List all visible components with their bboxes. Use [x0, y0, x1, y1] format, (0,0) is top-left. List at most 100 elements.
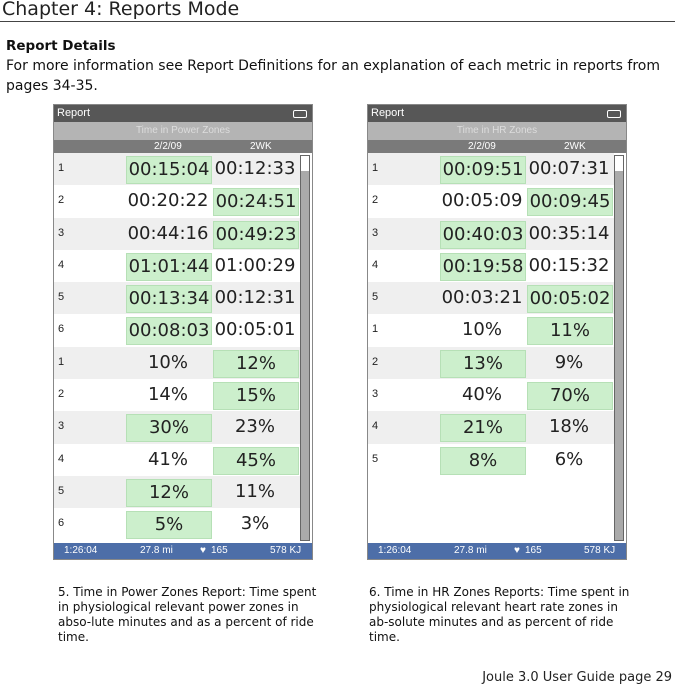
heart-icon: ♥ — [514, 545, 520, 556]
zone-number: 2 — [372, 355, 379, 368]
table-row: 4 21% 18% — [368, 411, 614, 444]
hr-zones-report-screen: Report Time in HR Zones 2/2/09 2WK 1 00:09:… — [367, 104, 627, 560]
table-row: 6 00:08:03 00:05:01 — [54, 314, 300, 346]
screen-title: Report — [371, 107, 405, 119]
value-current: 41% — [147, 448, 188, 470]
table-row: 1 00:09:51 00:07:31 — [368, 153, 614, 186]
zone-number: 1 — [372, 323, 379, 336]
screen-title: Report — [57, 107, 91, 119]
col-date: 2/2/09 — [468, 141, 496, 152]
distance: 27.8 mi — [454, 545, 487, 556]
value-period: 01:00:29 — [214, 254, 296, 276]
zone-number: 3 — [58, 420, 65, 433]
power-zones-report-screen: Report Time in Power Zones 2/2/09 2WK 1 00:… — [53, 104, 313, 560]
status-bar: 1:26:04 27.8 mi ♥ 165 578 KJ — [368, 543, 626, 559]
value-period: 11% — [527, 317, 613, 346]
table-row: 5 8% 6% — [368, 444, 614, 476]
value-period: 11% — [234, 480, 275, 502]
value-period: 15% — [213, 382, 299, 411]
table-row: 1 00:15:04 00:12:33 — [54, 153, 300, 186]
value-current: 00:20:22 — [127, 190, 209, 212]
table-row: 2 00:05:09 00:09:45 — [368, 185, 614, 217]
value-period: 00:09:45 — [527, 188, 613, 217]
value-current: 8% — [440, 446, 526, 475]
value-current: 5% — [126, 511, 212, 540]
value-period: 00:35:14 — [528, 222, 610, 244]
zone-number: 4 — [372, 258, 379, 271]
value-current: 00:03:21 — [441, 287, 523, 309]
ride-time: 1:26:04 — [64, 545, 98, 556]
table-row: 2 13% 9% — [368, 346, 614, 380]
zone-number: 4 — [58, 452, 65, 465]
value-current: 12% — [126, 478, 212, 507]
zone-number: 5 — [58, 291, 65, 304]
value-current: 00:19:58 — [440, 252, 526, 281]
caption-power-zones: 5. Time in Power Zones Report: Time spen… — [58, 585, 317, 644]
value-period: 00:07:31 — [528, 158, 610, 179]
table-row: 1 10% 11% — [368, 314, 614, 346]
zone-number: 5 — [372, 452, 379, 465]
value-current: 40% — [461, 384, 502, 406]
zone-number: 3 — [372, 226, 379, 239]
table-row: 6 5% 3% — [54, 508, 300, 540]
col-date: 2/2/09 — [154, 141, 182, 152]
value-current: 00:05:09 — [441, 190, 523, 212]
heart-rate: 165 — [211, 545, 228, 556]
value-period: 00:15:32 — [528, 254, 610, 276]
value-period: 00:05:02 — [527, 285, 613, 314]
scrollbar[interactable] — [300, 155, 310, 541]
table-row: 3 00:40:03 00:35:14 — [368, 217, 614, 250]
table-row: 4 01:01:44 01:00:29 — [54, 250, 300, 282]
value-period: 23% — [234, 416, 275, 438]
value-current: 13% — [440, 349, 526, 378]
value-current: 10% — [147, 351, 188, 373]
value-period: 12% — [213, 349, 299, 378]
divider — [0, 21, 675, 22]
zone-number: 1 — [58, 162, 65, 174]
zone-number: 4 — [58, 258, 65, 271]
page-number: Joule 3.0 User Guide page 29 — [482, 670, 672, 685]
value-period: 70% — [527, 382, 613, 411]
energy: 578 KJ — [584, 545, 616, 556]
table-row: 1 10% 12% — [54, 346, 300, 380]
col-period: 2WK — [564, 141, 586, 152]
value-current: 14% — [147, 384, 188, 406]
zone-number: 3 — [372, 388, 379, 401]
table-row: 3 00:44:16 00:49:23 — [54, 217, 300, 250]
zone-number: 6 — [58, 323, 65, 336]
value-current: 21% — [440, 414, 526, 443]
value-period: 3% — [240, 513, 270, 535]
value-current: 00:44:16 — [127, 222, 209, 244]
table-row: 2 14% 15% — [54, 379, 300, 411]
distance: 27.8 mi — [140, 545, 173, 556]
screen-header: Report — [54, 105, 312, 122]
value-current: 01:01:44 — [126, 252, 212, 281]
table-row: 2 00:20:22 00:24:51 — [54, 185, 300, 217]
zone-number: 5 — [372, 291, 379, 304]
value-period: 00:12:33 — [214, 158, 296, 179]
col-period: 2WK — [250, 141, 272, 152]
value-period: 9% — [554, 351, 584, 373]
zone-number: 2 — [58, 194, 65, 207]
table-row: 3 40% 70% — [368, 379, 614, 411]
table-row: 4 00:19:58 00:15:32 — [368, 250, 614, 282]
zone-number: 3 — [58, 226, 65, 239]
value-period: 00:05:01 — [214, 319, 296, 341]
battery-icon — [607, 110, 621, 118]
value-period: 6% — [554, 448, 584, 470]
heart-rate: 165 — [525, 545, 542, 556]
zone-number: 6 — [58, 517, 65, 530]
value-current: 00:09:51 — [440, 156, 526, 184]
value-current: 30% — [126, 414, 212, 443]
zone-number: 1 — [58, 355, 65, 368]
chapter-title: Chapter 4: Reports Mode — [2, 0, 240, 20]
caption-hr-zones: 6. Time in HR Zones Reports: Time spent … — [369, 585, 630, 644]
scrollbar[interactable] — [614, 155, 624, 541]
table-row: 3 30% 23% — [54, 411, 300, 444]
value-current: 00:08:03 — [126, 317, 212, 346]
zone-number: 2 — [372, 194, 379, 207]
zone-number: 5 — [58, 484, 65, 497]
value-current: 00:13:34 — [126, 285, 212, 314]
value-current: 10% — [461, 319, 502, 341]
column-headers: 2/2/09 2WK — [368, 140, 626, 153]
